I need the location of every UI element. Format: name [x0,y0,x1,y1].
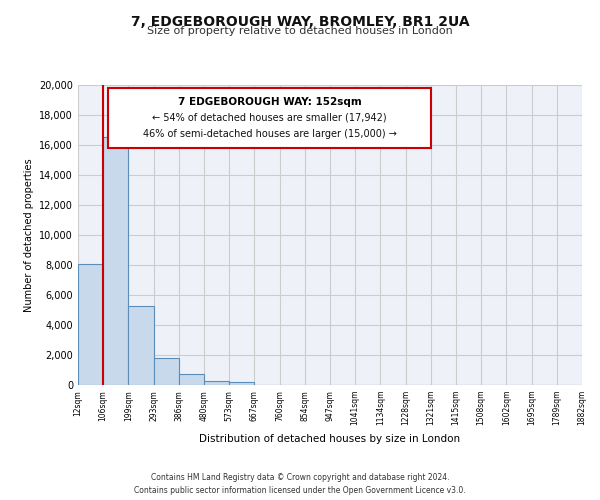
Text: 7, EDGEBOROUGH WAY, BROMLEY, BR1 2UA: 7, EDGEBOROUGH WAY, BROMLEY, BR1 2UA [131,15,469,29]
Bar [78,264,103,385]
Bar [128,306,154,385]
Bar [179,374,204,385]
Bar [229,382,254,385]
X-axis label: Distribution of detached houses by size in London: Distribution of detached houses by size … [199,434,461,444]
FancyBboxPatch shape [108,88,431,148]
Bar [204,380,229,385]
Text: ← 54% of detached houses are smaller (17,942): ← 54% of detached houses are smaller (17… [152,113,387,123]
Bar [103,138,128,385]
Bar [154,358,179,385]
Text: 7 EDGEBOROUGH WAY: 152sqm: 7 EDGEBOROUGH WAY: 152sqm [178,97,361,107]
Text: 46% of semi-detached houses are larger (15,000) →: 46% of semi-detached houses are larger (… [143,129,397,139]
Text: Contains public sector information licensed under the Open Government Licence v3: Contains public sector information licen… [134,486,466,495]
Text: Contains HM Land Registry data © Crown copyright and database right 2024.: Contains HM Land Registry data © Crown c… [151,474,449,482]
Text: Size of property relative to detached houses in London: Size of property relative to detached ho… [147,26,453,36]
Y-axis label: Number of detached properties: Number of detached properties [24,158,34,312]
